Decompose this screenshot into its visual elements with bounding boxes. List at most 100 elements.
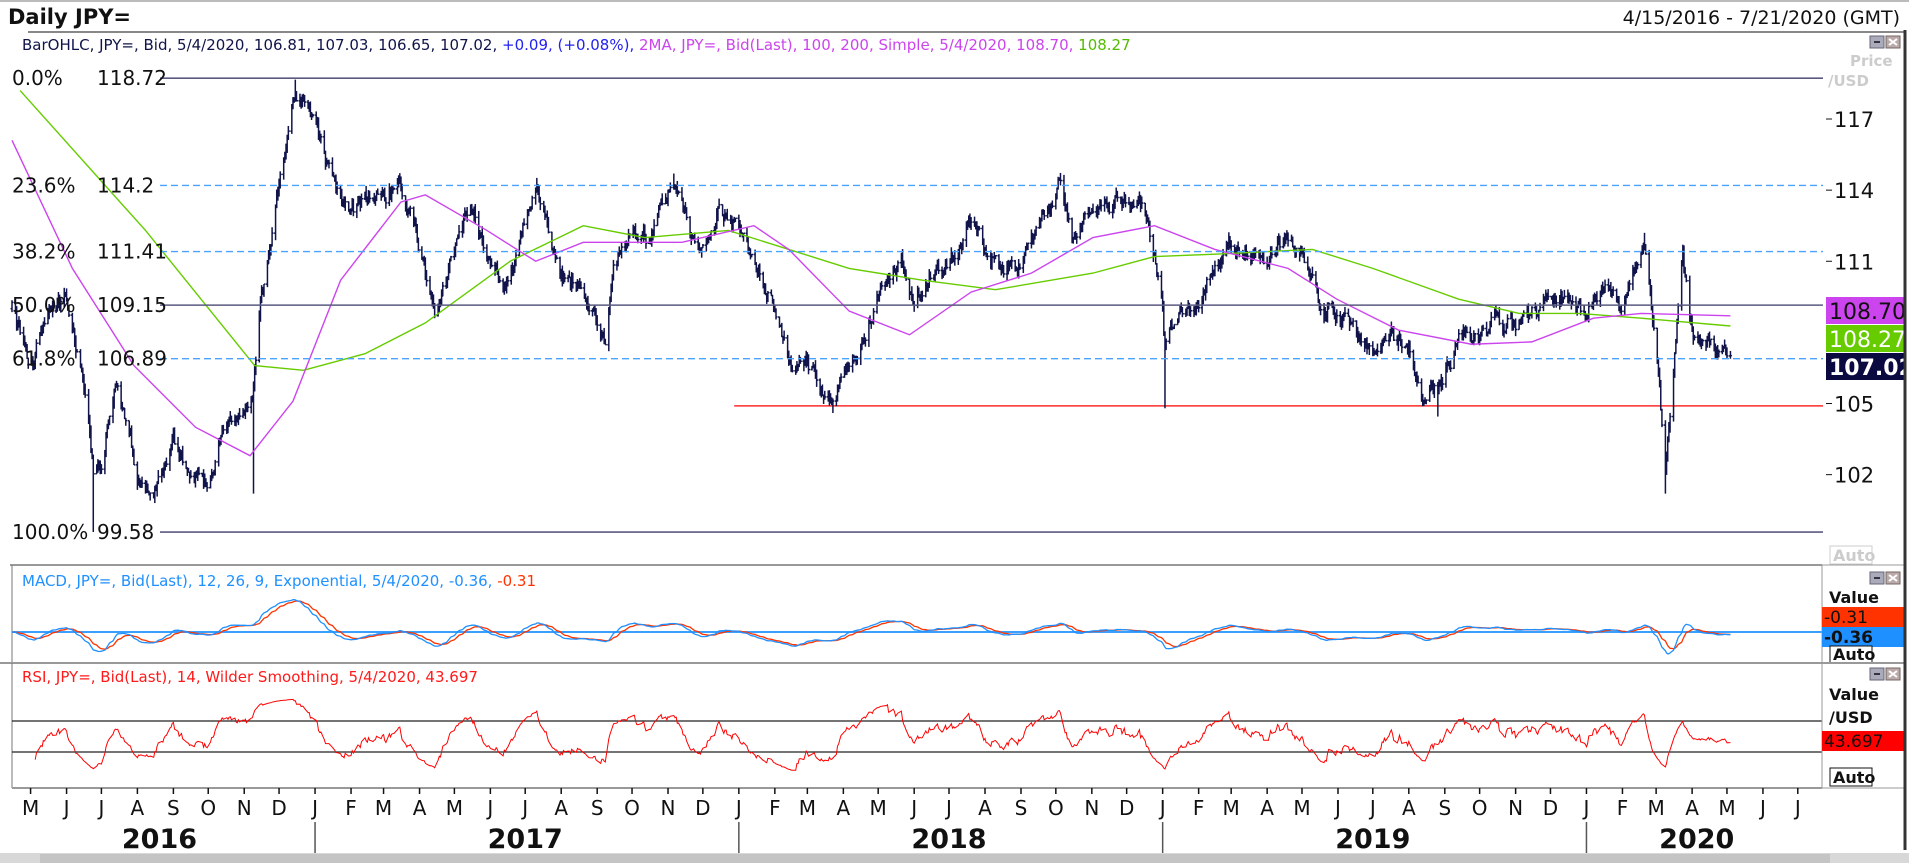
minimize-icon	[1874, 577, 1880, 579]
month-label: S	[1438, 796, 1451, 820]
month-label: J	[909, 796, 917, 820]
price-auto-button[interactable]: Auto	[1829, 545, 1875, 565]
month-label: J	[485, 796, 493, 820]
month-label: J	[96, 796, 104, 820]
macd-value: -0.36	[1824, 628, 1873, 648]
price-tick-label: 105	[1834, 393, 1874, 417]
year-label: 2016	[122, 824, 197, 855]
rsi-minimize-button[interactable]	[1869, 667, 1885, 681]
month-label: N	[661, 796, 676, 820]
macd-value-bg	[1822, 627, 1905, 647]
month-label: O	[200, 796, 216, 820]
month-label: M	[1718, 796, 1735, 820]
month-label: D	[695, 796, 710, 820]
ohlc-bars	[10, 79, 1732, 533]
month-label: F	[769, 796, 781, 820]
signal-value-bg	[1822, 607, 1905, 627]
ma200-tag-value: 108.27	[1829, 328, 1906, 353]
auto-label: Auto	[1833, 645, 1875, 664]
fib-percent-label: 50.0%	[12, 293, 76, 317]
year-label: 2018	[911, 824, 986, 855]
fib-value-label: 114.2	[97, 173, 154, 197]
month-label: M	[1647, 796, 1664, 820]
close-icon	[1888, 670, 1898, 678]
rsi-plot[interactable]	[12, 698, 1822, 771]
month-label: O	[1472, 796, 1488, 820]
month-label: A	[554, 796, 568, 820]
ma200-price-tag: 108.27	[1826, 325, 1906, 353]
fib-value-label: 109.15	[97, 293, 167, 317]
month-label: J	[520, 796, 528, 820]
month-label: J	[1333, 796, 1341, 820]
month-label: F	[1193, 796, 1205, 820]
main-close-button[interactable]	[1885, 35, 1901, 49]
month-label: A	[837, 796, 851, 820]
macd-line	[11, 599, 1731, 655]
month-label: J	[310, 796, 318, 820]
month-label: M	[870, 796, 887, 820]
macd-legend-main: MACD, JPY=, Bid(Last), 12, 26, 9, Expone…	[22, 572, 492, 590]
fib-percent-label: 100.0%	[12, 520, 88, 544]
price-tick-label: 117	[1834, 108, 1874, 132]
month-label: A	[413, 796, 427, 820]
month-label: J	[734, 796, 742, 820]
price-plot[interactable]	[10, 79, 1824, 533]
year-label: 2017	[488, 824, 563, 855]
fib-value-label: 99.58	[97, 520, 154, 544]
fibonacci-retracement: 0.0% 118.72 23.6% 114.2 38.2% 111.41 50.0% 109.…	[12, 66, 1823, 544]
last-price-tag: 107.02	[1826, 353, 1909, 381]
last-tag-value: 107.02	[1829, 356, 1909, 381]
legend-ma: 2MA, JPY=, Bid(Last), 100, 200, Simple, …	[634, 36, 1073, 54]
ma100-price-tag: 108.70	[1826, 297, 1906, 325]
month-label: J	[944, 796, 952, 820]
month-label: A	[1402, 796, 1416, 820]
price-legend: BarOHLC, JPY=, Bid, 5/4/2020, 106.81, 10…	[22, 36, 1131, 54]
month-label: N	[1084, 796, 1099, 820]
month-label: M	[22, 796, 39, 820]
month-label: N	[1508, 796, 1523, 820]
ma200-line	[19, 90, 1731, 372]
year-label: 2019	[1335, 824, 1410, 855]
minimize-icon	[1874, 41, 1880, 43]
month-label: J	[1368, 796, 1376, 820]
month-label: A	[131, 796, 145, 820]
fib-value-label: 106.89	[97, 347, 167, 371]
chart-title: Daily JPY=	[8, 5, 131, 29]
month-label: O	[624, 796, 640, 820]
month-label: A	[1260, 796, 1274, 820]
year-label: 2020	[1659, 824, 1734, 855]
month-label: J	[1158, 796, 1166, 820]
macd-auto-button[interactable]: Auto	[1829, 645, 1875, 664]
rsi-value: 43.697	[1824, 732, 1883, 752]
month-label: M	[375, 796, 392, 820]
macd-plot[interactable]	[11, 599, 1822, 655]
scrollbar-thumb[interactable]	[40, 854, 1830, 863]
macd-legend: MACD, JPY=, Bid(Last), 12, 26, 9, Expone…	[22, 572, 536, 590]
price-tick-label: 111	[1834, 250, 1874, 274]
auto-label: Auto	[1833, 768, 1875, 787]
month-label: M	[446, 796, 463, 820]
close-icon	[1888, 574, 1898, 582]
price-tick-label: 102	[1834, 464, 1874, 488]
month-label: S	[1015, 796, 1028, 820]
rsi-close-button[interactable]	[1885, 667, 1901, 681]
month-label: J	[62, 796, 70, 820]
main-minimize-button[interactable]	[1869, 35, 1885, 49]
fib-value-label: 118.72	[97, 66, 167, 90]
price-unit-label: Price	[1850, 52, 1893, 70]
macd-close-button[interactable]	[1885, 571, 1901, 585]
rsi-line	[34, 698, 1731, 771]
fib-percent-label: 23.6%	[12, 173, 76, 197]
horizontal-scrollbar[interactable]	[0, 853, 1909, 863]
macd-minimize-button[interactable]	[1869, 571, 1885, 585]
month-label: S	[591, 796, 604, 820]
rsi-auto-button[interactable]: Auto	[1829, 767, 1875, 787]
fib-percent-label: 0.0%	[12, 66, 63, 90]
rsi-legend: RSI, JPY=, Bid(Last), 14, Wilder Smoothi…	[22, 668, 478, 686]
fib-value-label: 111.41	[97, 240, 167, 264]
month-label: M	[1223, 796, 1240, 820]
close-icon	[1888, 38, 1898, 46]
macd-legend-signal: -0.31	[492, 572, 536, 590]
